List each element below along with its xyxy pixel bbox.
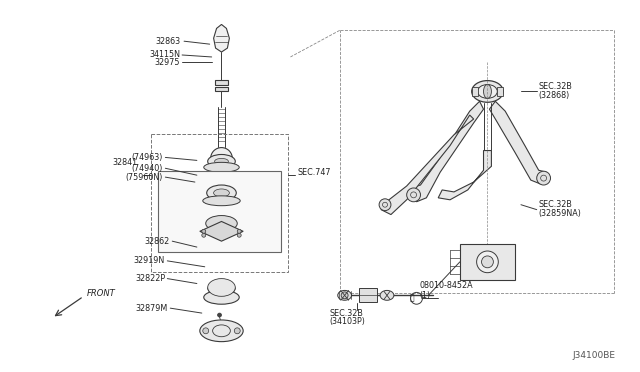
Text: 08010-8452A: 08010-8452A <box>419 281 473 290</box>
Ellipse shape <box>218 313 221 317</box>
Ellipse shape <box>379 199 391 211</box>
Ellipse shape <box>237 233 241 237</box>
Ellipse shape <box>237 230 241 233</box>
Text: 32879M: 32879M <box>135 304 167 312</box>
Ellipse shape <box>214 158 228 164</box>
Text: SEC.747: SEC.747 <box>298 168 331 177</box>
Text: (75960N): (75960N) <box>125 173 163 182</box>
Polygon shape <box>490 101 547 184</box>
Text: 32863: 32863 <box>155 37 180 46</box>
Ellipse shape <box>207 185 236 201</box>
Bar <box>460 244 515 280</box>
Ellipse shape <box>341 292 348 299</box>
Text: J34100BE: J34100BE <box>573 351 616 360</box>
Text: (34103P): (34103P) <box>330 317 365 327</box>
Ellipse shape <box>204 291 239 304</box>
Ellipse shape <box>200 320 243 341</box>
Text: SEC.32B: SEC.32B <box>539 200 573 209</box>
Text: Ⓡ: Ⓡ <box>410 294 414 303</box>
Text: 32975: 32975 <box>155 58 180 67</box>
Ellipse shape <box>537 171 550 185</box>
Text: (32868): (32868) <box>539 91 570 100</box>
Ellipse shape <box>202 230 205 233</box>
Bar <box>214 80 228 84</box>
Ellipse shape <box>477 251 499 273</box>
Bar <box>214 87 228 92</box>
Bar <box>497 87 503 96</box>
Bar <box>472 87 477 96</box>
Text: (32859NA): (32859NA) <box>539 209 582 218</box>
Text: 32862: 32862 <box>144 237 170 246</box>
Ellipse shape <box>472 81 503 102</box>
Ellipse shape <box>205 215 237 231</box>
Text: 32822P: 32822P <box>135 274 165 283</box>
Text: 34115N: 34115N <box>149 51 180 60</box>
Bar <box>360 288 377 302</box>
Ellipse shape <box>214 189 229 197</box>
Ellipse shape <box>208 279 236 296</box>
Ellipse shape <box>216 169 227 175</box>
Text: (1): (1) <box>419 291 431 300</box>
Text: SEC.32B: SEC.32B <box>539 82 573 91</box>
Text: (74940): (74940) <box>131 164 163 173</box>
Ellipse shape <box>208 154 236 168</box>
Text: FRONT: FRONT <box>86 289 115 298</box>
Polygon shape <box>411 101 484 202</box>
Ellipse shape <box>338 291 351 300</box>
Ellipse shape <box>406 188 420 202</box>
Ellipse shape <box>380 291 394 300</box>
Ellipse shape <box>481 256 493 268</box>
Ellipse shape <box>234 328 240 334</box>
Text: 32841: 32841 <box>113 158 138 167</box>
Bar <box>159 171 280 252</box>
Text: SEC.32B: SEC.32B <box>330 308 364 318</box>
Ellipse shape <box>484 84 492 98</box>
Ellipse shape <box>202 233 205 237</box>
Text: (74963): (74963) <box>131 153 163 162</box>
Ellipse shape <box>211 148 232 169</box>
Ellipse shape <box>204 162 239 172</box>
Ellipse shape <box>203 328 209 334</box>
Ellipse shape <box>477 84 497 98</box>
Polygon shape <box>200 221 243 241</box>
Ellipse shape <box>203 196 240 206</box>
Polygon shape <box>214 25 229 52</box>
Bar <box>150 134 289 272</box>
Polygon shape <box>438 151 492 200</box>
Polygon shape <box>381 115 474 215</box>
Text: 32919N: 32919N <box>133 256 164 265</box>
